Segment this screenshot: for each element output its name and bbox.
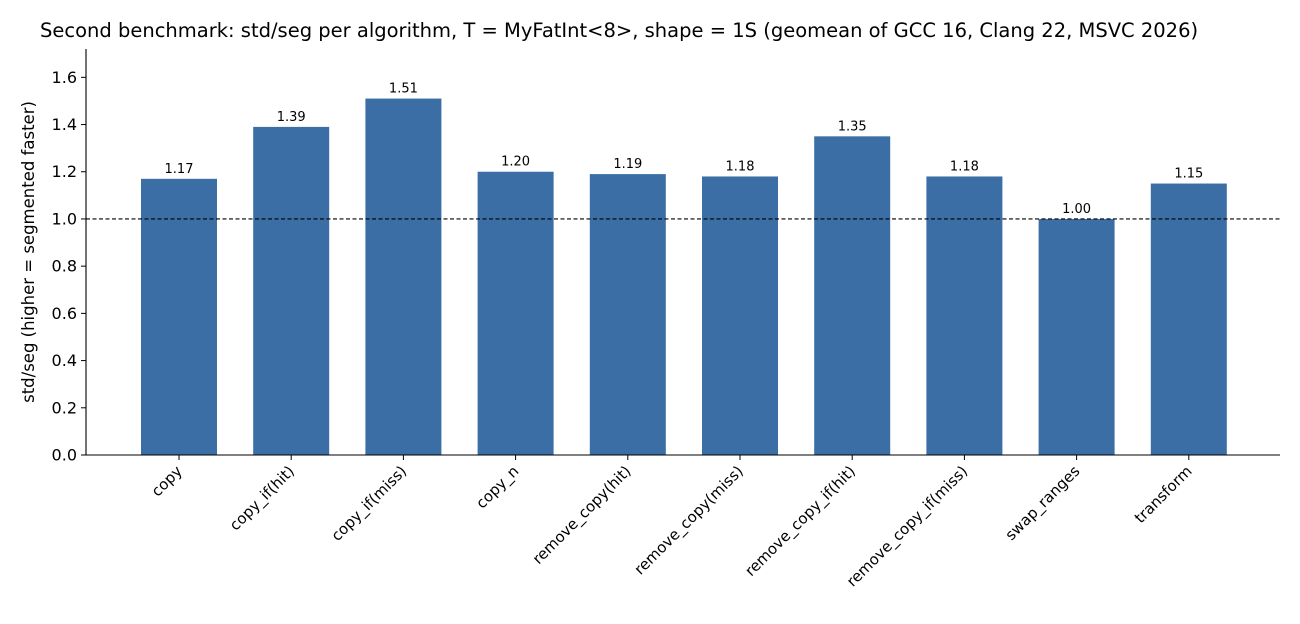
bar-value-label: 1.00 bbox=[1062, 202, 1091, 217]
bar-value-label: 1.19 bbox=[613, 157, 642, 172]
bars-group bbox=[141, 98, 1227, 456]
bar bbox=[926, 176, 1003, 455]
y-tick-label: 0.2 bbox=[52, 398, 77, 417]
x-tick-label: copy_if(hit) bbox=[226, 462, 299, 535]
y-tick-label: 1.6 bbox=[52, 68, 77, 87]
y-axis-label: std/seg (higher = segmented faster) bbox=[19, 101, 38, 403]
x-tick-label: remove_copy_if(hit) bbox=[741, 462, 859, 580]
bar bbox=[141, 178, 217, 456]
y-tick-label: 0.4 bbox=[52, 351, 77, 370]
bar bbox=[365, 98, 442, 456]
bar bbox=[477, 171, 554, 455]
bar bbox=[589, 174, 666, 455]
bar-value-label: 1.18 bbox=[726, 159, 755, 174]
x-tick-label: remove_copy_if(miss) bbox=[843, 462, 972, 591]
bar-value-label: 1.20 bbox=[501, 155, 530, 170]
y-tick-label: 0.8 bbox=[52, 257, 77, 276]
x-tick-label: remove_copy(miss) bbox=[631, 462, 748, 579]
y-tick-label: 1.2 bbox=[52, 162, 77, 181]
x-tick-label: remove_copy(hit) bbox=[529, 462, 635, 568]
bar bbox=[253, 126, 330, 455]
bar-value-label: 1.39 bbox=[277, 110, 306, 125]
bar-value-label: 1.15 bbox=[1174, 167, 1203, 182]
y-tick-label: 1.4 bbox=[52, 115, 77, 134]
x-tick-label: copy_if(miss) bbox=[328, 462, 411, 545]
bar bbox=[1038, 218, 1115, 455]
bar bbox=[702, 176, 778, 455]
chart-title: Second benchmark: std/seg per algorithm,… bbox=[40, 19, 1199, 42]
bar bbox=[814, 136, 891, 455]
y-ticks-group: 0.0 0.2 0.4 0.6 0.8 1.0 1.2 1.4 1.6 bbox=[52, 68, 86, 465]
bar-value-label: 1.35 bbox=[838, 119, 867, 134]
y-tick-label: 0.0 bbox=[52, 446, 77, 465]
x-tick-label: copy_n bbox=[472, 462, 523, 513]
y-tick-label: 1.0 bbox=[52, 209, 77, 228]
x-tick-label: swap_ranges bbox=[1002, 462, 1085, 545]
bar-value-label: 1.17 bbox=[165, 162, 194, 177]
x-tick-label: transform bbox=[1131, 462, 1196, 527]
bar-value-label: 1.51 bbox=[389, 82, 418, 97]
y-tick-label: 0.6 bbox=[52, 304, 77, 323]
value-labels-group: 1.17 1.39 1.51 1.20 1.19 1.18 1.35 1.18 1.00 1.15 bbox=[165, 82, 1204, 217]
bar bbox=[1150, 183, 1227, 455]
x-tick-label: copy bbox=[148, 462, 186, 500]
bar-value-label: 1.18 bbox=[950, 159, 979, 174]
x-ticks-group: copy copy_if(hit) copy_if(miss) copy_n remov… bbox=[148, 455, 1196, 591]
